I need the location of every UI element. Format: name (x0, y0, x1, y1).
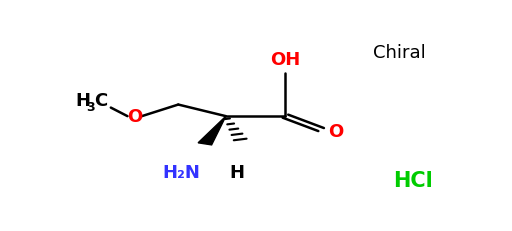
Polygon shape (198, 117, 226, 145)
Text: H₂N: H₂N (162, 164, 200, 182)
Text: O: O (328, 123, 344, 141)
Text: Chiral: Chiral (373, 44, 425, 62)
Text: OH: OH (270, 51, 301, 69)
Text: H: H (229, 164, 244, 182)
Text: H: H (75, 91, 90, 109)
Text: O: O (127, 108, 142, 126)
Text: C: C (94, 91, 108, 109)
Text: HCl: HCl (393, 171, 433, 191)
Text: 3: 3 (86, 101, 95, 114)
